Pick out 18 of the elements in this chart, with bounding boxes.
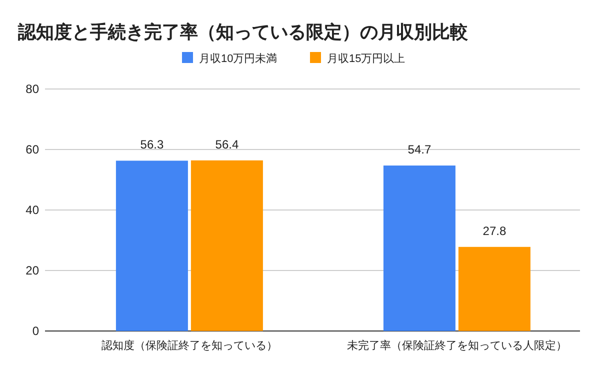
data-label: 56.3 [140,138,164,152]
data-label: 27.8 [482,224,506,238]
legend-label: 月収10万円未満 [199,52,278,65]
y-tick-label: 0 [32,324,40,338]
legend-label: 月収15万円以上 [327,52,406,65]
bar [116,160,188,331]
y-tick-label: 60 [26,142,40,156]
x-tick-label: 認知度（保険証終了を知っている） [101,339,278,352]
bar [458,246,530,331]
data-label: 56.4 [215,137,239,152]
y-tick-label: 40 [26,203,40,217]
bar [383,166,456,331]
x-tick-label: 未完了率（保険証終了を知っている人限定） [346,339,567,352]
y-tick-label: 20 [26,264,40,278]
data-label: 54.7 [408,142,432,157]
bar [190,160,263,331]
chart-title: 認知度と手続き完了率（知っている限定）の月収別比較 [17,22,469,42]
y-tick-label: 80 [26,82,40,96]
